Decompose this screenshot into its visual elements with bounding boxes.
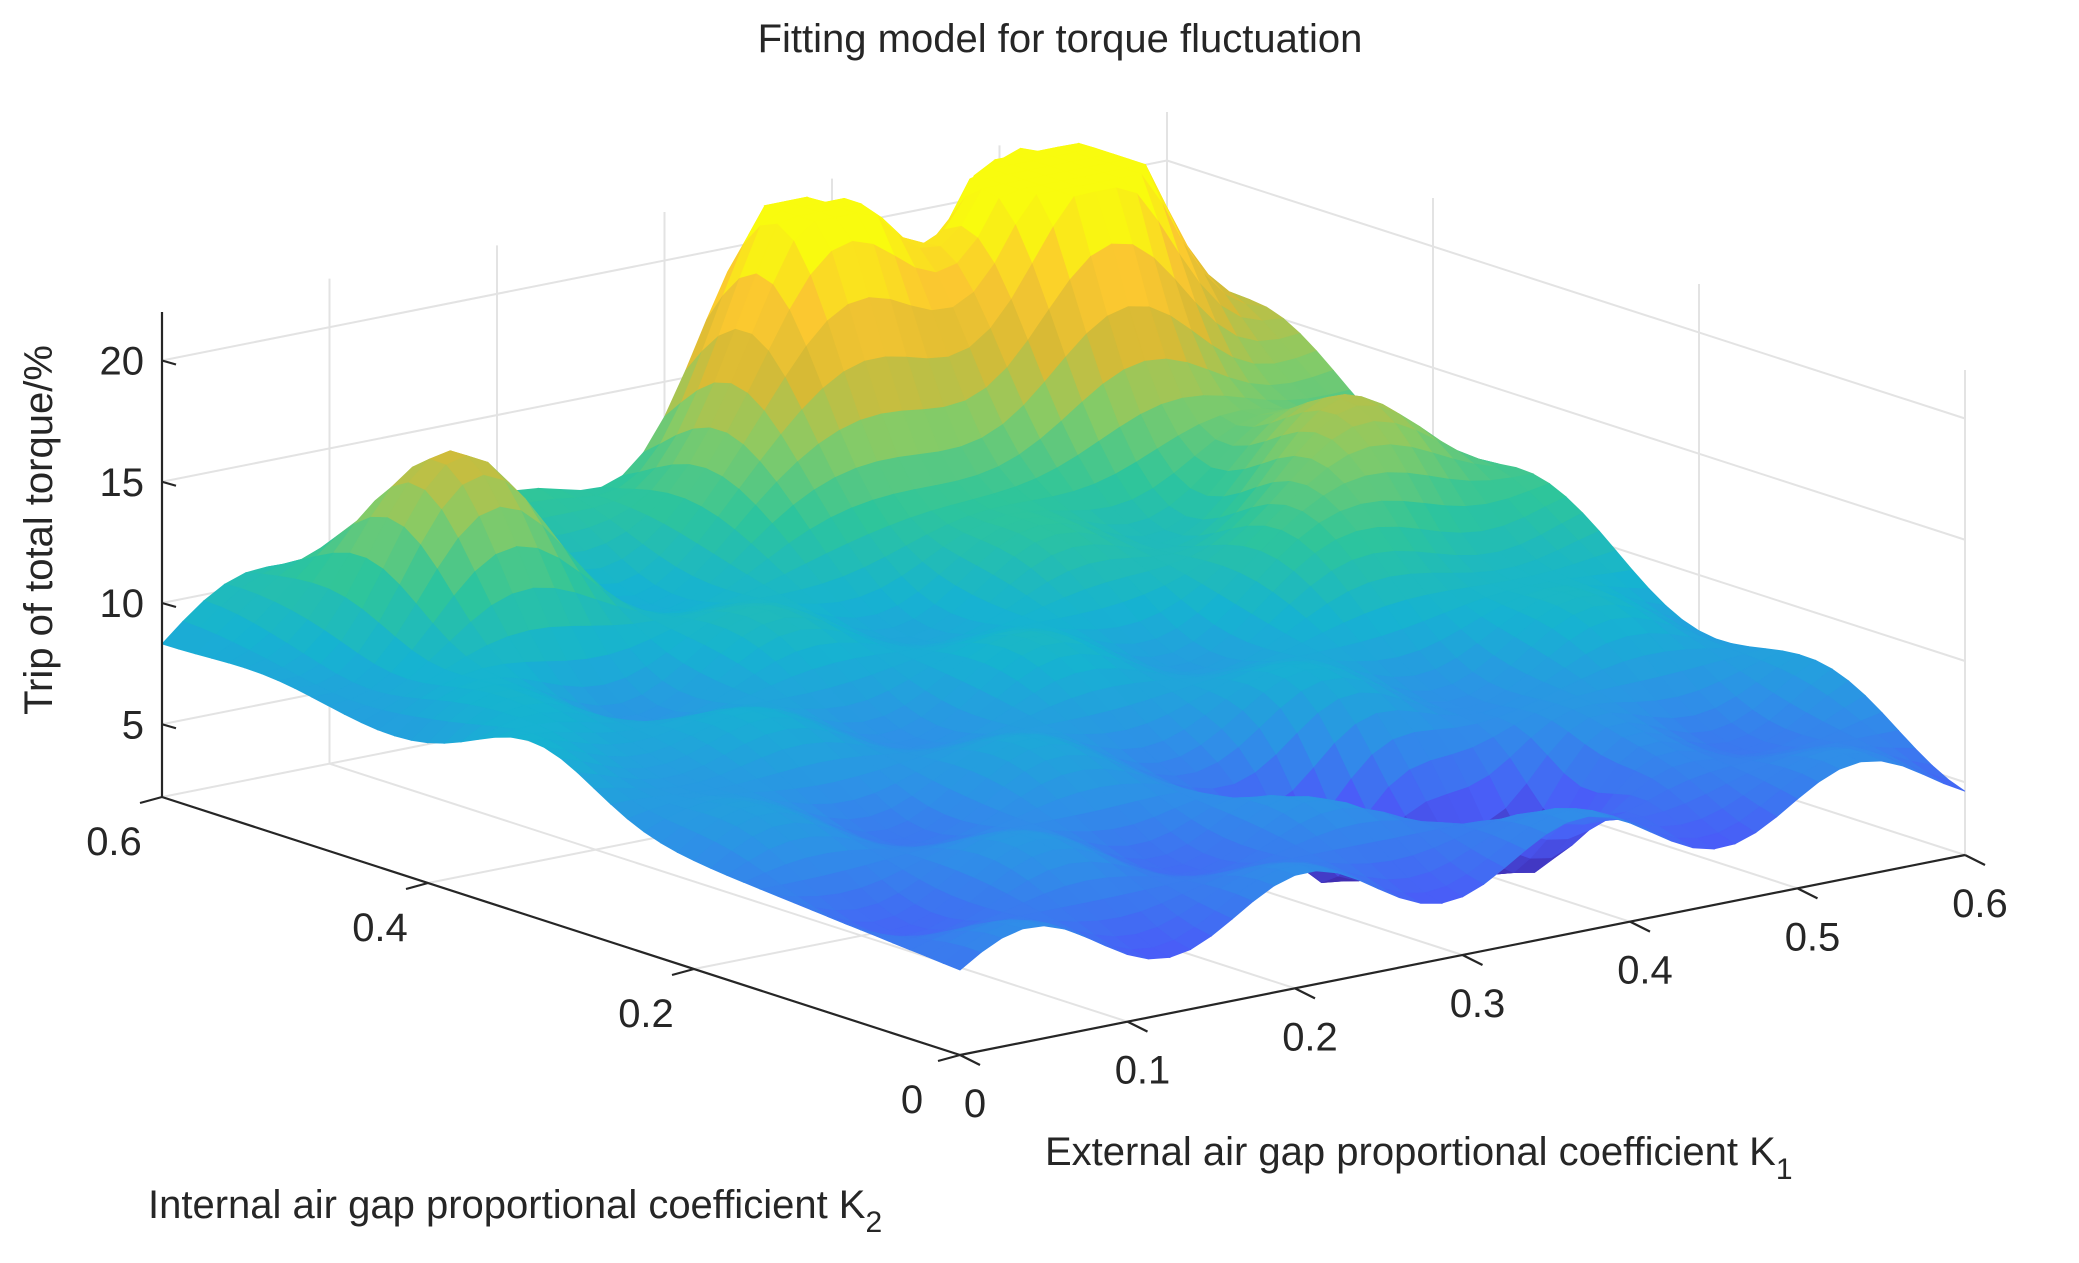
x-tick-mark xyxy=(1127,1020,1148,1033)
axis-labels: Trip of total torque/% External air gap … xyxy=(17,340,2008,1240)
x-tick-mark xyxy=(1797,887,1818,900)
grid-line-back-right xyxy=(1166,159,1966,420)
y-tick-label: 0.6 xyxy=(86,820,142,864)
z-tick-label: 20 xyxy=(100,340,145,384)
surface-mesh xyxy=(161,142,1966,971)
x-tick-mark xyxy=(959,1054,981,1066)
y-tick-label: 0.4 xyxy=(352,906,408,950)
z-axis-title: Trip of total torque/% xyxy=(17,345,61,715)
z-tick-label: 15 xyxy=(100,461,145,505)
y-tick-mark xyxy=(139,795,163,805)
grid-line-back-right xyxy=(1166,280,1966,541)
x-axis-title: External air gap proportional coefficien… xyxy=(1045,1130,1793,1186)
z-tick-label: 10 xyxy=(100,582,145,626)
x-tick-label: 0.4 xyxy=(1617,949,1673,993)
x-tick-mark xyxy=(1462,954,1483,966)
y-axis-title-main: Internal air gap proportional coefficien… xyxy=(148,1183,866,1227)
y-tick-mark xyxy=(405,881,429,891)
x-tick-label: 0.2 xyxy=(1282,1015,1338,1059)
z-tick-mark xyxy=(161,480,177,487)
x-tick-mark xyxy=(1964,854,1986,866)
x-axis-title-subscript: 1 xyxy=(1776,1153,1793,1186)
x-tick-label: 0 xyxy=(964,1082,986,1126)
y-axis-line xyxy=(161,795,961,1057)
x-tick-label: 0.6 xyxy=(1952,882,2008,926)
z-tick-mark xyxy=(161,723,177,730)
axes xyxy=(139,312,1986,1066)
y-tick-mark xyxy=(671,967,695,977)
x-tick-mark xyxy=(1629,920,1651,933)
x-tick-mark xyxy=(1294,987,1316,1000)
surface-patch xyxy=(942,946,982,971)
x-axis-title-main: External air gap proportional coefficien… xyxy=(1045,1130,1776,1174)
z-tick-mark xyxy=(161,601,177,609)
y-tick-label: 0.2 xyxy=(618,992,674,1036)
z-tick-mark xyxy=(161,359,177,366)
chart-title: Fitting model for torque fluctuation xyxy=(758,17,1363,61)
x-tick-label: 0.1 xyxy=(1115,1049,1171,1093)
y-axis-title-subscript: 2 xyxy=(865,1206,882,1239)
y-tick-mark xyxy=(937,1053,961,1063)
y-tick-label: 0 xyxy=(901,1078,923,1122)
x-tick-label: 0.5 xyxy=(1785,915,1841,959)
z-tick-label: 5 xyxy=(122,703,144,747)
y-axis-title: Internal air gap proportional coefficien… xyxy=(148,1183,882,1239)
grid-line-floor xyxy=(329,762,1128,1023)
x-tick-label: 0.3 xyxy=(1450,982,1506,1026)
